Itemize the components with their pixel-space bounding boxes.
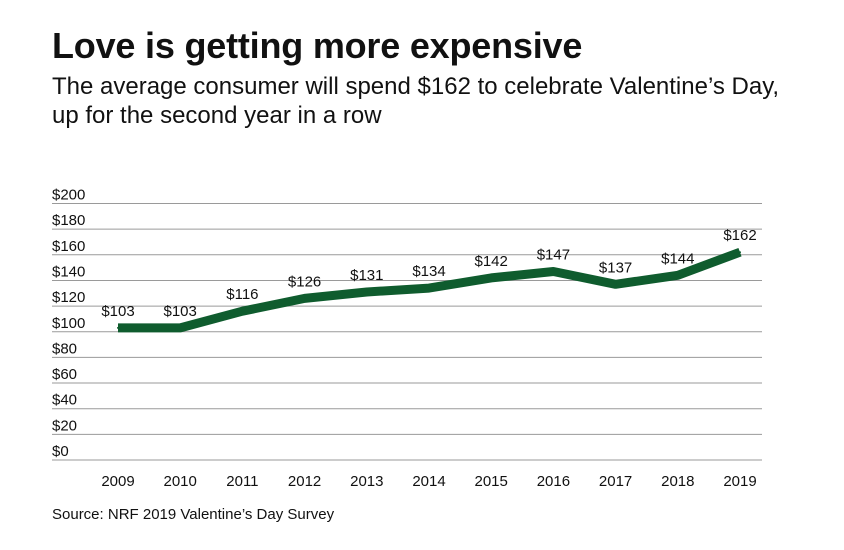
data-point xyxy=(303,297,306,300)
series-lines xyxy=(117,247,742,333)
data-label: $162 xyxy=(723,227,756,244)
data-point xyxy=(614,283,617,286)
gridlines xyxy=(52,203,762,461)
data-point xyxy=(676,274,679,277)
data-point xyxy=(117,326,119,329)
x-tick-label: 2018 xyxy=(661,473,694,490)
data-label: $103 xyxy=(164,303,197,320)
y-tick-label: $180 xyxy=(52,212,85,229)
source-note: Source: NRF 2019 Valentine’s Day Survey xyxy=(52,506,335,523)
data-label: $147 xyxy=(537,246,570,263)
data-label: $142 xyxy=(475,253,508,270)
y-tick-label: $100 xyxy=(52,315,85,332)
data-point xyxy=(365,290,368,293)
x-tick-label: 2012 xyxy=(288,473,321,490)
data-label: $144 xyxy=(661,250,694,267)
y-tick-label: $40 xyxy=(52,392,77,409)
data-label: $131 xyxy=(350,267,383,284)
x-tick-label: 2014 xyxy=(412,473,445,490)
data-label: $126 xyxy=(288,273,321,290)
chart-subtitle: The average consumer will spend $162 to … xyxy=(52,73,780,129)
y-tick-label: $0 xyxy=(52,443,69,460)
y-axis-labels: $0 $20 $40 $60 $80 $100 $120 $140 $160 $180 $200 xyxy=(52,187,85,461)
data-point xyxy=(179,326,182,329)
data-label: $116 xyxy=(226,286,258,303)
y-tick-label: $140 xyxy=(52,263,85,280)
x-tick-label: 2011 xyxy=(226,473,258,490)
y-tick-label: $80 xyxy=(52,340,77,357)
data-label: $137 xyxy=(599,259,632,276)
x-axis-labels: 2009 2010 2011 2012 2013 2014 2015 2016 2017 2018… xyxy=(101,473,756,490)
data-label: $103 xyxy=(101,303,134,320)
data-point xyxy=(490,276,493,279)
x-tick-label: 2013 xyxy=(350,473,383,490)
x-tick-label: 2010 xyxy=(164,473,197,490)
data-point xyxy=(739,251,741,254)
y-tick-label: $200 xyxy=(52,187,85,204)
x-tick-label: 2017 xyxy=(599,473,632,490)
data-point xyxy=(428,287,430,290)
x-tick-label: 2019 xyxy=(723,473,756,490)
chart-title: Love is getting more expensive xyxy=(52,25,583,66)
y-tick-label: $60 xyxy=(52,366,77,383)
y-tick-label: $160 xyxy=(52,238,85,255)
data-point xyxy=(241,310,244,313)
x-tick-label: 2015 xyxy=(475,473,508,490)
x-tick-label: 2009 xyxy=(101,473,134,490)
data-label: $134 xyxy=(412,263,445,280)
data-point xyxy=(552,270,555,273)
y-tick-label: $20 xyxy=(52,417,77,434)
x-tick-label: 2016 xyxy=(537,473,570,490)
y-tick-label: $120 xyxy=(52,289,85,306)
data-labels: $103 $103 $116 $126 $131 $134 $142 $147 $137 $144… xyxy=(101,227,756,320)
